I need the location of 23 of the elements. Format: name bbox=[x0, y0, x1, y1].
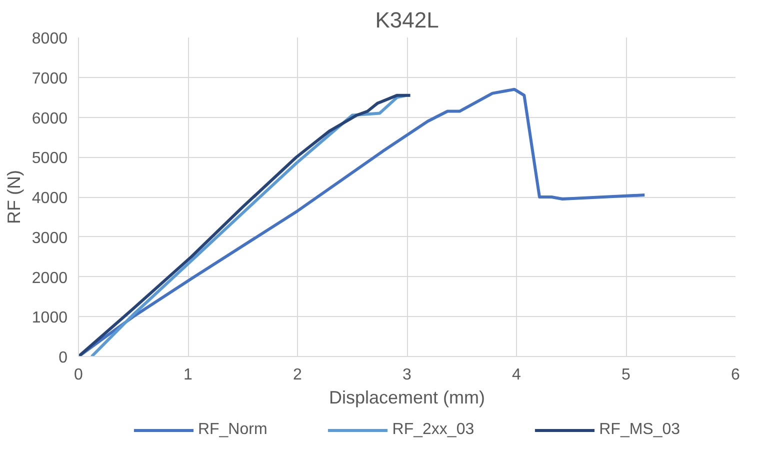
x-tick-label: 4 bbox=[512, 366, 522, 384]
x-axis-title: Displacement (mm) bbox=[328, 388, 486, 408]
legend-label: RF_Norm bbox=[198, 421, 268, 439]
x-tick-label: 1 bbox=[184, 366, 193, 384]
x-tick-label: 3 bbox=[402, 366, 412, 384]
x-tick-label: 2 bbox=[293, 366, 302, 384]
y-tick-label: 5000 bbox=[32, 150, 68, 168]
y-tick-label: 8000 bbox=[32, 30, 68, 48]
y-tick-label: 6000 bbox=[32, 110, 68, 128]
x-tick-label: 5 bbox=[622, 366, 631, 384]
x-tick-label: 0 bbox=[74, 366, 84, 384]
line-series bbox=[78, 88, 646, 356]
legend-label: RF_MS_03 bbox=[599, 421, 680, 439]
y-tick-label: 0 bbox=[58, 350, 68, 366]
y-tick-label: 4000 bbox=[32, 190, 68, 207]
legend-label: RF_2xx_03 bbox=[392, 421, 474, 439]
x-tick-label: 6 bbox=[731, 366, 740, 384]
y-tick-label: 2000 bbox=[32, 270, 68, 287]
y-tick-label: 3000 bbox=[32, 230, 68, 247]
y-tick-label: 7000 bbox=[32, 70, 68, 88]
y-axis-title: RF (N) bbox=[4, 170, 24, 224]
chart-title: K342L bbox=[375, 8, 439, 32]
y-tick-label: 1000 bbox=[32, 310, 68, 327]
